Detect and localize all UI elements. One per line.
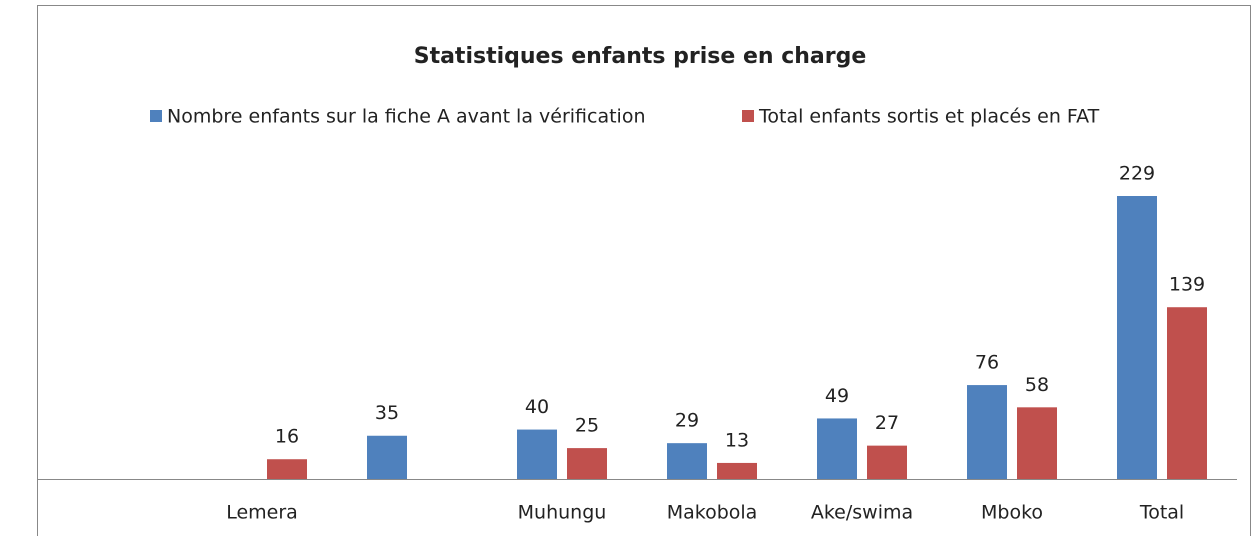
bar bbox=[817, 418, 857, 479]
legend-swatch bbox=[742, 110, 754, 122]
x-tick-label: Muhungu bbox=[518, 502, 607, 524]
bar bbox=[667, 443, 707, 479]
bar bbox=[517, 429, 557, 479]
value-label: 35 bbox=[375, 402, 399, 424]
bar bbox=[717, 462, 757, 479]
bar bbox=[1017, 407, 1057, 479]
value-label: 76 bbox=[975, 352, 999, 374]
legend-swatch bbox=[150, 110, 162, 122]
x-tick-label: Ake/swima bbox=[811, 502, 913, 524]
x-tick-label: Lemera bbox=[226, 502, 298, 524]
bar bbox=[367, 435, 407, 479]
value-label: 49 bbox=[825, 385, 849, 407]
bar bbox=[967, 385, 1007, 479]
legend-label: Nombre enfants sur la fiche A avant la v… bbox=[167, 106, 646, 128]
chart-frame bbox=[37, 5, 1251, 536]
value-label: 139 bbox=[1169, 274, 1205, 296]
bar bbox=[867, 445, 907, 479]
bar bbox=[1167, 307, 1207, 479]
x-tick-label: Total bbox=[1139, 502, 1184, 524]
value-label: 27 bbox=[875, 412, 899, 434]
value-label: 40 bbox=[525, 396, 549, 418]
legend-label: Total enfants sortis et placés en FAT bbox=[758, 106, 1100, 128]
value-label: 29 bbox=[675, 410, 699, 432]
value-label: 13 bbox=[725, 429, 749, 451]
value-label: 58 bbox=[1025, 374, 1049, 396]
bar bbox=[1117, 196, 1157, 479]
value-label: 229 bbox=[1119, 163, 1155, 185]
x-tick-label: Mboko bbox=[981, 502, 1043, 524]
bar bbox=[567, 448, 607, 479]
value-label: 25 bbox=[575, 415, 599, 437]
bar bbox=[267, 459, 307, 479]
value-label: 16 bbox=[275, 426, 299, 448]
x-tick-label: Makobola bbox=[667, 502, 758, 524]
chart-title: Statistiques enfants prise en charge bbox=[414, 44, 867, 69]
